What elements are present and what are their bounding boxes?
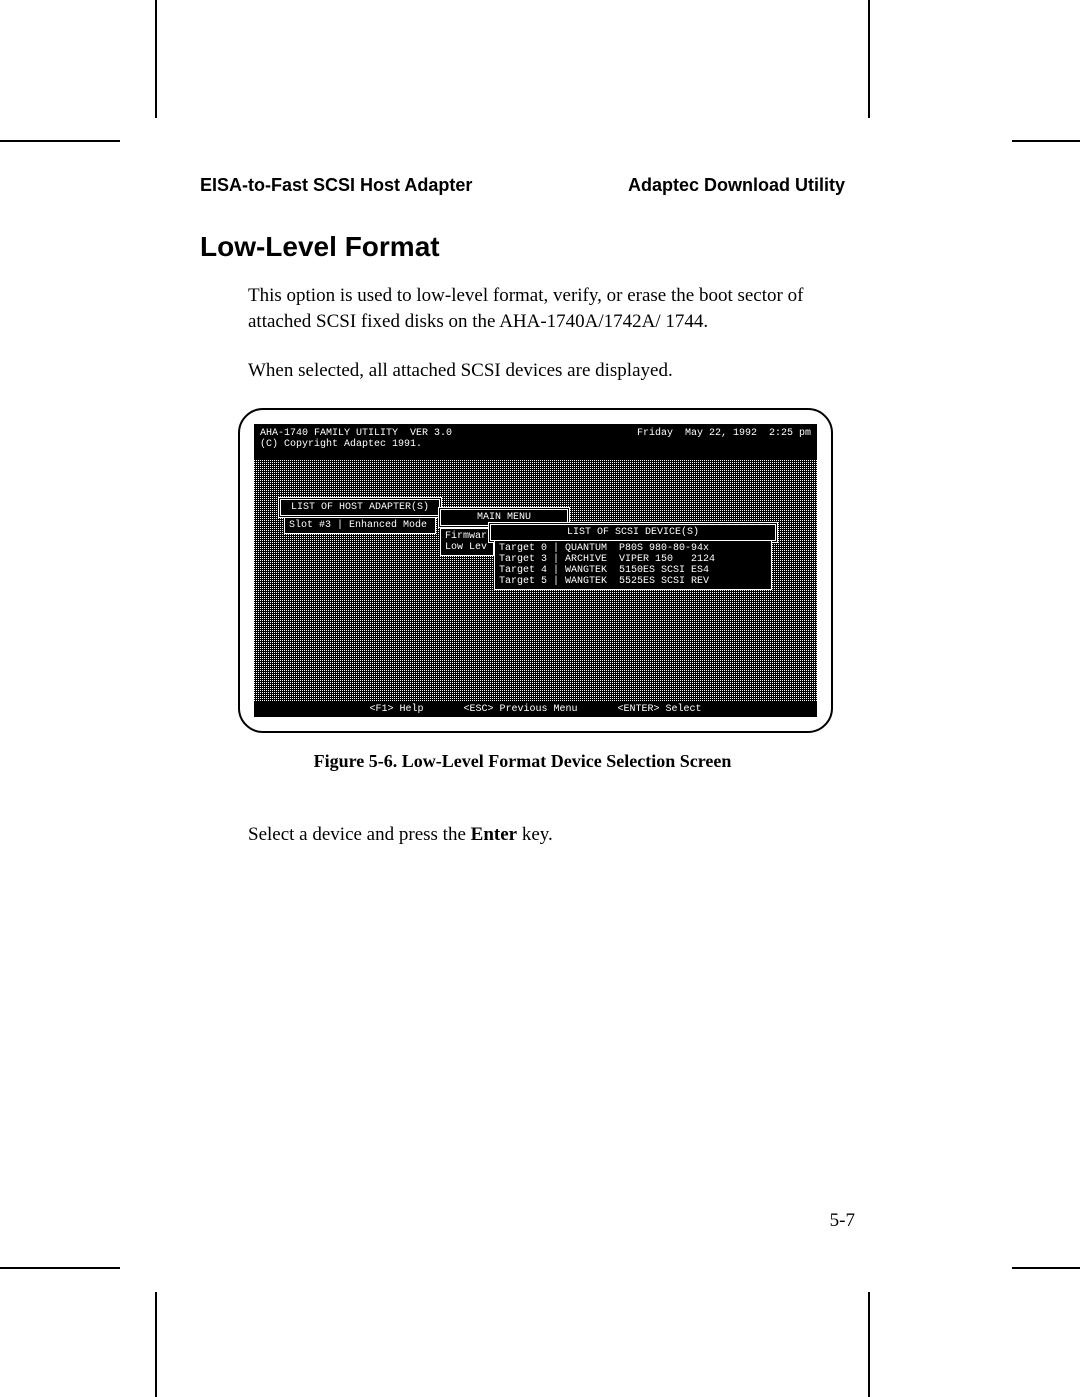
p3-bold: Enter	[471, 824, 517, 845]
menu-firmware: Firmwar	[445, 531, 489, 542]
adapters-title: LIST OF HOST ADAPTER(S)	[285, 502, 435, 513]
menu-lowlevel: Low Lev	[445, 542, 489, 553]
adapter-row: Slot #3 | Enhanced Mode	[289, 520, 431, 531]
crop-mark	[868, 1292, 870, 1397]
dos-title: AHA-1740 FAMILY UTILITY VER 3.0	[260, 428, 452, 439]
panel-menu-items[interactable]: Firmwar Low Lev	[440, 528, 494, 556]
crop-mark	[0, 1267, 120, 1269]
paragraph-2: When selected, all attached SCSI devices…	[248, 358, 845, 384]
footer-help: <F1> Help	[369, 704, 423, 715]
dos-datetime: Friday May 22, 1992 2:25 pm	[637, 428, 811, 439]
crop-mark	[1012, 140, 1080, 142]
device-row: Target 0 | QUANTUM P80S 980-80-94x	[499, 543, 767, 554]
section-title: Low-Level Format	[200, 231, 845, 263]
running-head-right: Adaptec Download Utility	[628, 175, 845, 196]
crop-mark	[868, 0, 870, 118]
paragraph-1: This option is used to low-level format,…	[248, 283, 845, 334]
main-menu-title: MAIN MENU	[445, 512, 563, 523]
crop-mark	[0, 140, 120, 142]
dos-copyright: (C) Copyright Adaptec 1991.	[260, 439, 811, 450]
panel-adapter-row[interactable]: Slot #3 | Enhanced Mode	[284, 517, 436, 534]
page-number: 5-7	[830, 1210, 855, 1232]
device-row: Target 3 | ARCHIVE VIPER 150 2124	[499, 554, 767, 565]
panel-devices-list[interactable]: Target 0 | QUANTUM P80S 980-80-94x Targe…	[494, 540, 772, 590]
dos-footer: <F1> Help <ESC> Previous Menu <ENTER> Se…	[254, 702, 817, 717]
crop-mark	[1012, 1267, 1080, 1269]
p3-prefix: Select a device and press the	[248, 824, 471, 845]
paragraph-3: Select a device and press the Enter key.	[248, 822, 845, 848]
panel-adapters-title: LIST OF HOST ADAPTER(S)	[280, 499, 440, 516]
dos-screen: AHA-1740 FAMILY UTILITY VER 3.0 Friday M…	[254, 424, 817, 717]
footer-select: <ENTER> Select	[618, 704, 702, 715]
device-row: Target 5 | WANGTEK 5525ES SCSI REV	[499, 576, 767, 587]
device-row: Target 4 | WANGTEK 5150ES SCSI ES4	[499, 565, 767, 576]
page-content: EISA-to-Fast SCSI Host Adapter Adaptec D…	[200, 175, 845, 872]
p3-suffix: key.	[517, 824, 553, 845]
running-heads: EISA-to-Fast SCSI Host Adapter Adaptec D…	[200, 175, 845, 196]
crop-mark	[155, 0, 157, 118]
running-head-left: EISA-to-Fast SCSI Host Adapter	[200, 175, 472, 196]
dos-header: AHA-1740 FAMILY UTILITY VER 3.0 Friday M…	[254, 424, 817, 452]
crop-mark	[155, 1292, 157, 1397]
figure-caption: Figure 5-6. Low-Level Format Device Sele…	[200, 751, 845, 772]
panel-devices-title: LIST OF SCSI DEVICE(S)	[490, 524, 776, 541]
footer-prev: <ESC> Previous Menu	[463, 704, 577, 715]
figure-frame: AHA-1740 FAMILY UTILITY VER 3.0 Friday M…	[238, 408, 833, 733]
devices-title: LIST OF SCSI DEVICE(S)	[495, 527, 771, 538]
